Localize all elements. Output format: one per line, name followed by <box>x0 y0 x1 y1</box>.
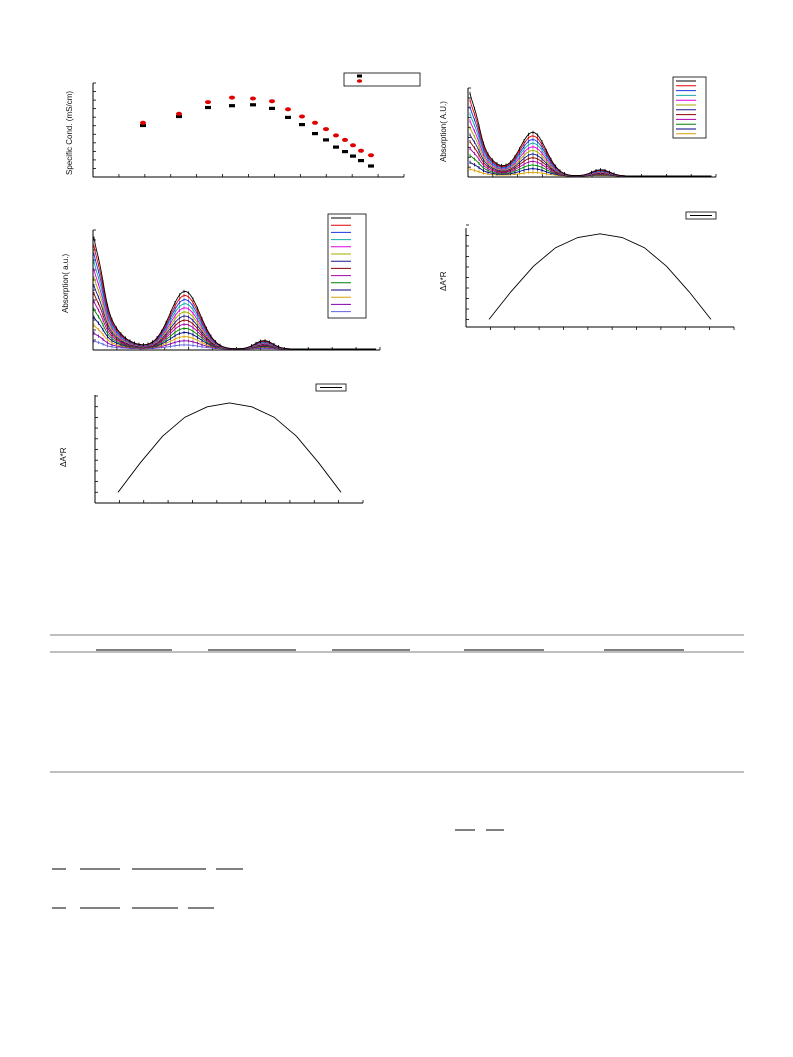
y-axis-label: Absorption( A.U.) <box>439 101 448 162</box>
data-point-black <box>323 138 329 142</box>
data-point-red <box>312 120 318 125</box>
data-point-red <box>333 133 339 138</box>
data-point-black <box>250 103 256 107</box>
legend-black-marker <box>357 74 362 78</box>
y-axis-label: Specific Cond. (mS/cm) <box>65 91 74 175</box>
equation-fraction-bars <box>52 829 504 909</box>
data-point-red <box>358 148 364 153</box>
y-axis-label: ΔA*R <box>439 271 448 291</box>
data-point-black <box>342 150 348 154</box>
data-point-black <box>368 164 374 168</box>
data-point-red <box>140 120 146 125</box>
data-point-black <box>176 114 182 119</box>
absorption-spectra-middle: Absorption( a.u.) <box>61 213 381 351</box>
data-point-red <box>205 100 211 105</box>
y-axis-label: Absorption( a.u.) <box>61 254 70 313</box>
data-point-red <box>368 153 374 158</box>
y-axis-label: ΔA*R <box>59 447 68 467</box>
data-point-black <box>205 105 211 110</box>
data-point-red <box>342 137 348 142</box>
data-point-black <box>333 145 339 149</box>
data-point-black <box>285 115 291 119</box>
absorption-spectra-top: Absorption( A.U.) <box>439 76 717 178</box>
legend-box <box>327 213 367 319</box>
data-point-black <box>269 106 275 110</box>
data-point-red <box>350 143 356 148</box>
job-plot-curve <box>117 402 342 493</box>
data-point-red <box>250 96 256 101</box>
job-plot-curve <box>488 233 712 320</box>
legend-box <box>672 76 707 139</box>
data-point-red <box>299 114 305 119</box>
data-point-black <box>140 123 146 128</box>
data-point-black <box>299 123 305 127</box>
data-point-black <box>229 104 235 108</box>
spectrum-curve <box>93 238 376 350</box>
conductivity-plot: Specific Cond. (mS/cm) <box>65 72 421 178</box>
job-plot-right: ΔA*R <box>439 211 735 330</box>
legend-box <box>343 72 421 87</box>
data-point-red <box>229 95 235 100</box>
data-point-red <box>269 99 275 104</box>
job-plot-left: ΔA*R <box>59 383 364 504</box>
data-point-black <box>358 159 364 163</box>
table-rules <box>50 634 744 773</box>
data-point-red <box>323 127 329 132</box>
data-point-red <box>176 111 182 116</box>
data-point-black <box>350 154 356 158</box>
legend-red-marker <box>356 79 363 83</box>
data-point-red <box>285 107 291 112</box>
data-point-black <box>312 132 318 136</box>
